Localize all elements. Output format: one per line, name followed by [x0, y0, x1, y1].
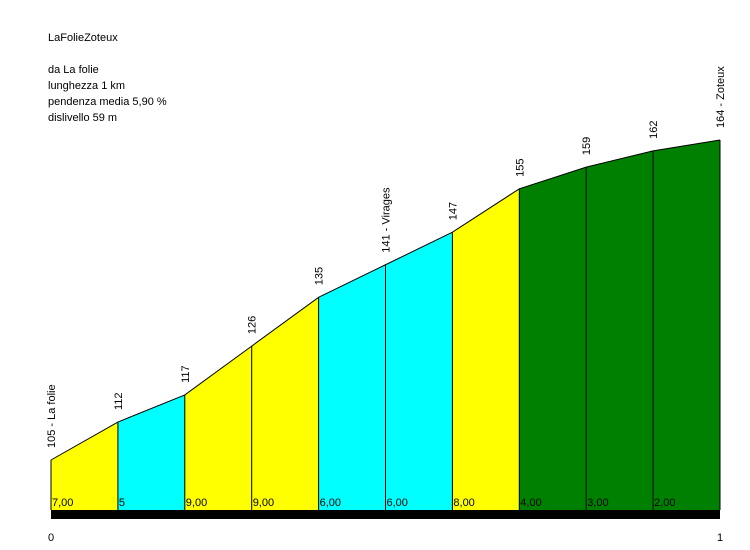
distance-axis-bar [51, 510, 720, 519]
profile-segment [251, 297, 319, 510]
altitude-label: 112 [113, 392, 125, 410]
profile-outline [50, 139, 721, 510]
profile-segment [586, 150, 654, 510]
profile-segment [51, 422, 118, 510]
segment-gradient-label: 9,00 [253, 497, 274, 509]
altitude-label: 126 [247, 316, 259, 334]
profile-title: LaFolieZoteux [48, 32, 118, 44]
gradient-labels: 7,00 5 9,00 9,00 6,00 6,00 8,00 4,00 3,00 2,00 [52, 497, 676, 509]
altitude-labels: 105 - La folie 112 117 126 135 141 - Virages 1… [46, 66, 727, 448]
profile-segments [51, 140, 720, 511]
profile-segment [318, 264, 386, 510]
segment-gradient-label: 7,00 [52, 497, 73, 509]
profile-segment [117, 394, 185, 510]
altitude-label: 162 [648, 120, 660, 138]
profile-segment [385, 232, 453, 511]
x-tick-label: 1 [717, 532, 723, 544]
profile-segment [184, 346, 252, 510]
altitude-label: 135 [314, 267, 326, 285]
segment-gradient-label: 6,00 [320, 497, 341, 509]
segment-gradient-label: 2,00 [654, 497, 675, 509]
route-length: lunghezza 1 km [48, 80, 126, 92]
profile-info: LaFolieZoteux da La folie lunghezza 1 km… [48, 30, 167, 126]
altitude-label: 117 [180, 365, 192, 383]
profile-segment [452, 188, 520, 511]
start-location: da La folie [48, 64, 99, 76]
segment-gradient-label: 9,00 [186, 497, 207, 509]
segment-gradient-label: 6,00 [387, 497, 408, 509]
distance-axis [51, 510, 720, 519]
average-gradient: pendenza media 5,90 % [48, 96, 167, 108]
x-tick-label: 0 [48, 532, 54, 544]
altitude-label: 155 [514, 158, 526, 176]
profile-segment [653, 140, 720, 510]
elevation-gain: dislivello 59 m [48, 112, 118, 124]
altitude-label: 164 - Zoteux [715, 66, 727, 128]
segment-gradient-label: 4,00 [520, 497, 541, 509]
segment-gradient-label: 5 [119, 497, 125, 509]
segment-gradient-label: 3,00 [587, 497, 608, 509]
segment-gradient-label: 8,00 [453, 497, 474, 509]
altitude-label: 147 [447, 202, 459, 220]
altitude-label: 159 [581, 137, 593, 155]
altitude-label: 141 - Virages [381, 187, 393, 253]
profile-segment [519, 167, 587, 510]
altitude-label: 105 - La folie [46, 384, 58, 448]
